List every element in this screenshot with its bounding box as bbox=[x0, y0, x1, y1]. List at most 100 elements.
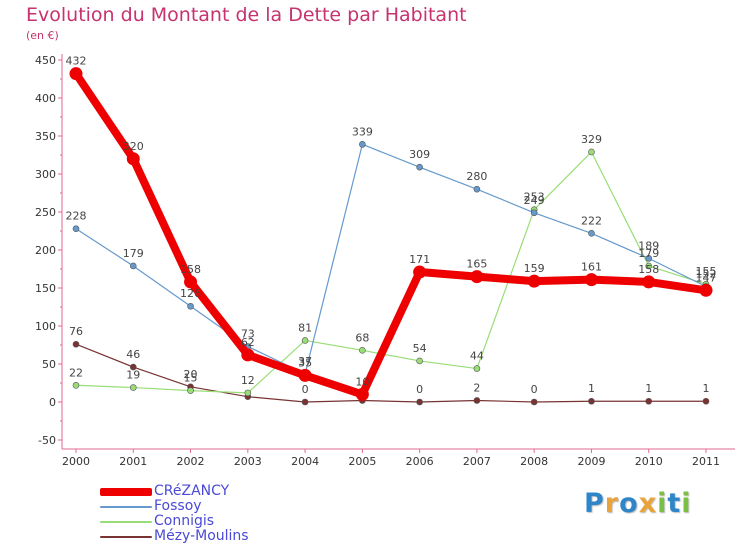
data-label: 165 bbox=[466, 258, 487, 271]
data-point bbox=[473, 185, 481, 193]
data-label: 253 bbox=[524, 191, 545, 204]
data-label: 329 bbox=[581, 133, 602, 146]
legend-swatch bbox=[100, 506, 152, 508]
data-label: 44 bbox=[470, 350, 484, 363]
data-point bbox=[699, 283, 713, 297]
data-point bbox=[530, 209, 538, 217]
x-tick-label: 2009 bbox=[577, 455, 605, 468]
legend-swatch bbox=[100, 488, 152, 496]
x-tick-label: 2006 bbox=[406, 455, 434, 468]
data-label: 249 bbox=[524, 194, 545, 207]
data-label: 189 bbox=[638, 239, 659, 252]
data-point bbox=[588, 148, 595, 156]
data-label: 1 bbox=[588, 382, 595, 395]
data-label: 179 bbox=[123, 247, 144, 260]
data-point bbox=[645, 262, 653, 270]
data-point bbox=[588, 397, 595, 405]
data-point bbox=[702, 397, 710, 405]
data-label: 81 bbox=[298, 321, 312, 334]
series-labels-2: 22 19 15 12 81 68 54 44 253 329 179 155 bbox=[69, 133, 717, 387]
data-label: 19 bbox=[126, 369, 140, 382]
proxiti-logo: Proxiti bbox=[584, 488, 692, 519]
data-label: 158 bbox=[180, 263, 201, 276]
series-line bbox=[75, 151, 707, 394]
data-label: 2 bbox=[473, 381, 480, 394]
y-tick-label: 50 bbox=[42, 358, 56, 371]
data-point bbox=[126, 152, 140, 166]
data-point bbox=[69, 67, 83, 81]
data-label: 320 bbox=[123, 140, 144, 153]
data-point bbox=[129, 262, 137, 270]
data-point bbox=[470, 270, 484, 284]
y-tick-label: 100 bbox=[35, 320, 56, 333]
data-point bbox=[298, 368, 312, 382]
data-label: 0 bbox=[531, 383, 538, 396]
data-point bbox=[187, 387, 194, 394]
data-point bbox=[584, 273, 598, 287]
legend: CRéZANCY Fossoy Connigis Mézy-Moulins bbox=[100, 484, 300, 544]
data-label: 62 bbox=[241, 336, 255, 349]
data-point bbox=[416, 357, 423, 365]
data-point bbox=[241, 348, 255, 362]
legend-swatch bbox=[100, 536, 152, 538]
data-point bbox=[527, 274, 541, 288]
data-point bbox=[416, 163, 423, 171]
data-point bbox=[355, 387, 369, 401]
data-label: 432 bbox=[66, 55, 87, 68]
data-point bbox=[413, 265, 427, 279]
series-0 bbox=[69, 67, 713, 401]
legend-label: CRéZANCY bbox=[154, 483, 230, 499]
data-label: 161 bbox=[581, 261, 602, 274]
data-label: 0 bbox=[416, 383, 423, 396]
data-point bbox=[416, 398, 423, 406]
legend-item: Fossoy bbox=[100, 499, 300, 514]
data-label: 126 bbox=[180, 287, 201, 300]
x-tick-label: 2000 bbox=[62, 455, 90, 468]
y-tick-label: 150 bbox=[35, 282, 56, 295]
data-label: 152 bbox=[696, 267, 717, 280]
data-label: 280 bbox=[466, 170, 487, 183]
data-label: 0 bbox=[302, 383, 309, 396]
x-tick-label: 2004 bbox=[291, 455, 319, 468]
data-label: 155 bbox=[696, 265, 717, 278]
y-tick-label: -50 bbox=[38, 434, 56, 447]
y-tick-label: 200 bbox=[35, 244, 56, 257]
legend-item: Mézy-Moulins bbox=[100, 529, 300, 544]
data-label: 73 bbox=[241, 328, 255, 341]
logo-letter: x bbox=[638, 488, 658, 519]
data-label: 54 bbox=[413, 342, 427, 355]
legend-swatch bbox=[100, 521, 152, 523]
data-label: 222 bbox=[581, 214, 602, 227]
data-point bbox=[129, 384, 137, 391]
data-label: 12 bbox=[241, 374, 255, 387]
series-labels-1: 228 179 126 73 37 339 309 280 249 222 189 152 bbox=[66, 125, 717, 368]
data-label: 22 bbox=[69, 366, 83, 379]
data-point bbox=[588, 229, 595, 237]
legend-label: Connigis bbox=[154, 513, 215, 529]
data-point bbox=[244, 389, 252, 397]
logo-letter: i bbox=[657, 488, 668, 519]
data-label: 37 bbox=[298, 355, 312, 368]
data-point bbox=[530, 398, 538, 406]
logo-letter: r bbox=[604, 488, 620, 519]
legend-label: Mézy-Moulins bbox=[154, 528, 249, 544]
y-tick-label: 400 bbox=[35, 92, 56, 105]
logo-letter: P bbox=[584, 488, 605, 519]
x-tick-label: 2008 bbox=[520, 455, 548, 468]
chart-title: Evolution du Montant de la Dette par Hab… bbox=[26, 4, 467, 26]
data-label: 10 bbox=[355, 375, 369, 388]
data-point bbox=[359, 347, 366, 354]
data-point bbox=[301, 337, 309, 344]
series-3 bbox=[72, 340, 710, 406]
data-label: 179 bbox=[638, 247, 659, 260]
data-label: 339 bbox=[352, 125, 373, 138]
data-label: 171 bbox=[409, 253, 430, 266]
data-label: 158 bbox=[638, 263, 659, 276]
y-tick-label: 450 bbox=[35, 54, 56, 67]
series-line bbox=[72, 69, 710, 399]
x-tick-label: 2011 bbox=[692, 455, 720, 468]
data-point bbox=[187, 302, 194, 310]
data-label: 35 bbox=[298, 356, 312, 369]
